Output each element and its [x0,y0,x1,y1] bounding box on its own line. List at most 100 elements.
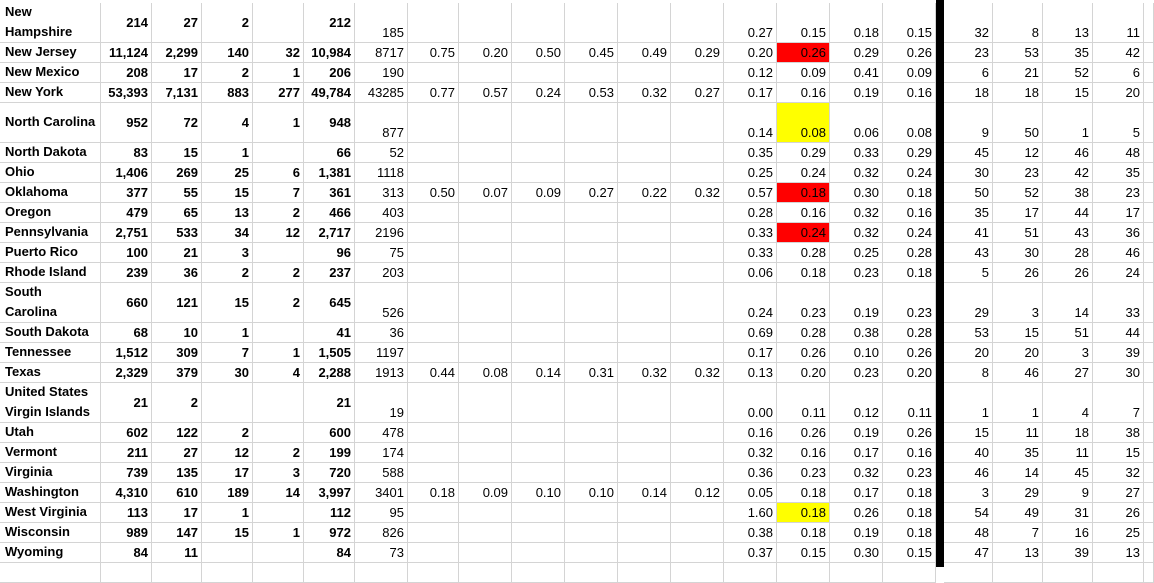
data-cell[interactable] [565,283,618,323]
data-cell[interactable]: 645 [304,283,355,323]
data-cell[interactable]: 9 [1043,483,1093,503]
data-cell[interactable]: 7,131 [152,83,202,103]
data-cell[interactable]: 17 [152,63,202,83]
data-cell[interactable]: 84 [304,543,355,563]
data-cell[interactable]: 140 [202,43,253,63]
data-cell[interactable]: 0.05 [724,483,777,503]
empty-cell[interactable] [671,563,724,583]
data-cell[interactable]: 0.16 [777,83,830,103]
data-cell[interactable]: 15 [1043,83,1093,103]
data-cell[interactable]: 602 [101,423,152,443]
data-cell[interactable] [671,203,724,223]
data-cell[interactable] [671,243,724,263]
data-cell[interactable]: 52 [993,183,1043,203]
empty-cell[interactable] [202,563,253,583]
data-cell[interactable]: 75 [355,243,408,263]
data-cell[interactable] [408,3,459,43]
data-cell[interactable] [671,443,724,463]
data-cell[interactable] [512,463,565,483]
data-cell[interactable] [565,443,618,463]
data-cell[interactable] [512,63,565,83]
data-cell[interactable]: 0.30 [830,543,883,563]
data-cell[interactable]: 0.32 [618,363,671,383]
data-cell[interactable]: 0.44 [408,363,459,383]
data-cell[interactable] [565,343,618,363]
data-cell[interactable]: 588 [355,463,408,483]
data-cell[interactable] [1144,283,1154,323]
data-cell[interactable]: 0.14 [618,483,671,503]
data-cell[interactable]: 0.15 [883,3,936,43]
state-name-cell[interactable]: Oklahoma [0,183,101,203]
data-cell[interactable]: 1118 [355,163,408,183]
data-cell[interactable]: 0.24 [777,223,830,243]
data-cell[interactable]: 237 [304,263,355,283]
data-cell[interactable]: 0.06 [724,263,777,283]
empty-cell[interactable] [724,563,777,583]
data-cell[interactable]: 0.25 [830,243,883,263]
data-cell[interactable]: 0.08 [459,363,512,383]
data-cell[interactable]: 30 [944,163,993,183]
data-cell[interactable]: 466 [304,203,355,223]
data-cell[interactable]: 3401 [355,483,408,503]
data-cell[interactable]: 0.17 [830,483,883,503]
data-cell[interactable]: 206 [304,63,355,83]
data-cell[interactable]: 18 [993,83,1043,103]
data-cell[interactable]: 0.26 [777,343,830,363]
data-cell[interactable]: 2 [152,383,202,423]
data-cell[interactable]: 3 [253,463,304,483]
data-cell[interactable]: 0.20 [883,363,936,383]
data-cell[interactable]: 0.18 [883,503,936,523]
data-cell[interactable]: 13 [1093,543,1144,563]
data-cell[interactable]: 948 [304,103,355,143]
data-cell[interactable] [408,443,459,463]
data-cell[interactable] [253,383,304,423]
data-cell[interactable]: 883 [202,83,253,103]
data-cell[interactable] [618,503,671,523]
data-cell[interactable] [459,283,512,323]
data-cell[interactable] [671,543,724,563]
data-cell[interactable] [671,143,724,163]
data-cell[interactable]: 1,512 [101,343,152,363]
state-name-cell[interactable]: Rhode Island [0,263,101,283]
data-cell[interactable]: 1 [253,523,304,543]
data-cell[interactable]: 17 [152,503,202,523]
data-cell[interactable]: 0.18 [777,483,830,503]
data-cell[interactable]: 0.24 [724,283,777,323]
data-cell[interactable] [618,103,671,143]
data-cell[interactable]: 0.16 [883,203,936,223]
state-name-cell[interactable]: New York [0,83,101,103]
data-cell[interactable]: 203 [355,263,408,283]
data-cell[interactable]: 38 [1043,183,1093,203]
data-cell[interactable] [253,3,304,43]
data-cell[interactable]: 8717 [355,43,408,63]
data-cell[interactable]: 877 [355,103,408,143]
data-cell[interactable]: 17 [993,203,1043,223]
state-name-cell[interactable]: Texas [0,363,101,383]
data-cell[interactable] [618,383,671,423]
data-cell[interactable] [618,3,671,43]
data-cell[interactable]: 1,505 [304,343,355,363]
data-cell[interactable]: 0.09 [777,63,830,83]
data-cell[interactable]: 12 [253,223,304,243]
state-name-cell[interactable]: South Carolina [0,283,101,323]
empty-cell[interactable] [944,563,993,583]
data-cell[interactable]: 0.00 [724,383,777,423]
data-cell[interactable] [408,343,459,363]
data-cell[interactable]: 2 [253,283,304,323]
data-cell[interactable] [459,503,512,523]
data-cell[interactable] [1144,3,1154,43]
data-cell[interactable] [1144,523,1154,543]
data-cell[interactable]: 720 [304,463,355,483]
empty-cell[interactable] [512,563,565,583]
data-cell[interactable] [202,383,253,423]
data-cell[interactable]: 739 [101,463,152,483]
data-cell[interactable] [618,143,671,163]
data-cell[interactable] [671,3,724,43]
data-cell[interactable]: 55 [152,183,202,203]
data-cell[interactable]: 0.11 [883,383,936,423]
data-cell[interactable] [459,103,512,143]
data-cell[interactable]: 7 [1093,383,1144,423]
data-cell[interactable]: 35 [1043,43,1093,63]
data-cell[interactable] [1144,183,1154,203]
data-cell[interactable]: 0.09 [883,63,936,83]
